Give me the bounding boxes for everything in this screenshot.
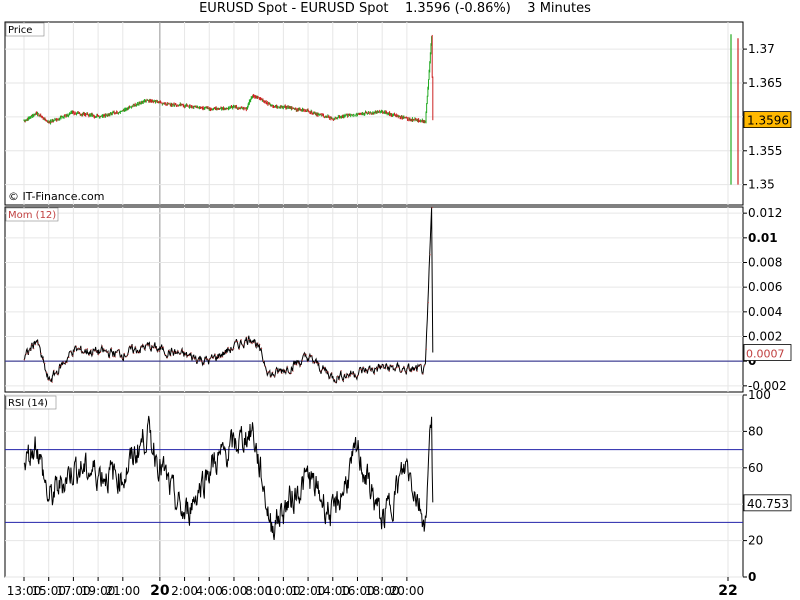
y-tick-label: 0.008	[748, 256, 782, 270]
x-tick-label: 20	[150, 583, 170, 599]
x-tick-label: 13:00	[7, 584, 42, 598]
panel-label: RSI (14)	[8, 398, 48, 409]
x-tick-label: 15:00	[31, 584, 66, 598]
momentum-line	[23, 207, 434, 384]
y-tick-label: 0.006	[748, 280, 782, 294]
x-tick-label: 20:00	[390, 584, 425, 598]
y-tick-label: 1.37	[748, 42, 775, 56]
x-tick-label: 16:00	[340, 584, 375, 598]
x-tick-label: 12:00	[291, 584, 326, 598]
panel-label-box	[5, 207, 59, 222]
last-momentum-badge	[743, 344, 792, 361]
y-tick-label: 20	[748, 534, 763, 548]
y-tick-label: 0.002	[748, 330, 782, 344]
last-rsi-badge	[743, 494, 792, 512]
panel-frame	[4, 394, 744, 578]
y-tick-label: 0	[748, 354, 756, 368]
last-momentum-value: 0.0007	[746, 348, 785, 361]
panel-frame	[4, 206, 744, 393]
x-tick-label: 22	[718, 583, 737, 599]
rsi-line	[23, 415, 434, 540]
panel-label: Mom (12)	[8, 210, 56, 221]
x-tick-label: 21:00	[106, 584, 141, 598]
last-price-badge	[743, 111, 792, 128]
price-candles: 1.3596 © IT-Finance.com	[8, 34, 792, 203]
panel-label: Price	[8, 25, 32, 36]
y-tick-label: 1.365	[748, 76, 782, 90]
last-rsi-value: 40.753	[747, 497, 789, 511]
last-price-value: 1.3596	[747, 114, 789, 128]
panel-momentum: 0.012 0.01 0.008 0.006 0.004 0.002 0 -0.002 Mom …	[4, 206, 787, 393]
y-tick-label: 1.355	[748, 144, 782, 158]
x-tick-label: 17:00	[56, 584, 91, 598]
x-tick-label: 18:00	[365, 584, 400, 598]
y-tick-label: 0.012	[748, 206, 782, 220]
x-tick-label: 4:00	[196, 584, 223, 598]
y-tick-label: 100	[748, 388, 771, 402]
x-tick-label: 19:00	[81, 584, 116, 598]
x-tick-label: 8:00	[245, 584, 272, 598]
panel-rsi: 100806040200RSI (14)	[4, 388, 771, 584]
panel-label-box	[5, 395, 57, 410]
panel-label-box	[5, 22, 45, 37]
x-tick-label: 14:00	[315, 584, 350, 598]
y-tick-label: 0	[748, 570, 756, 584]
rsi-series: 40.753	[5, 415, 792, 540]
y-tick-label: 1.35	[748, 178, 775, 192]
x-tick-label: 2:00	[171, 584, 198, 598]
copyright-text: © IT-Finance.com	[8, 190, 105, 203]
x-tick-label: 10:00	[266, 584, 301, 598]
momentum-series: 0.0007	[5, 207, 792, 384]
momentum-line-highlight	[24, 207, 433, 383]
chart-title: EURUSD Spot - EURUSD Spot 1.3596 (-0.86%…	[199, 1, 591, 16]
y-tick-label: -0.002	[748, 379, 787, 393]
x-tick-label: 6:00	[220, 584, 247, 598]
y-tick-label: 80	[748, 424, 763, 438]
y-tick-label: 0.004	[748, 305, 782, 319]
y-tick-label: 60	[748, 461, 763, 475]
y-tick-label: 0.01	[748, 231, 778, 245]
